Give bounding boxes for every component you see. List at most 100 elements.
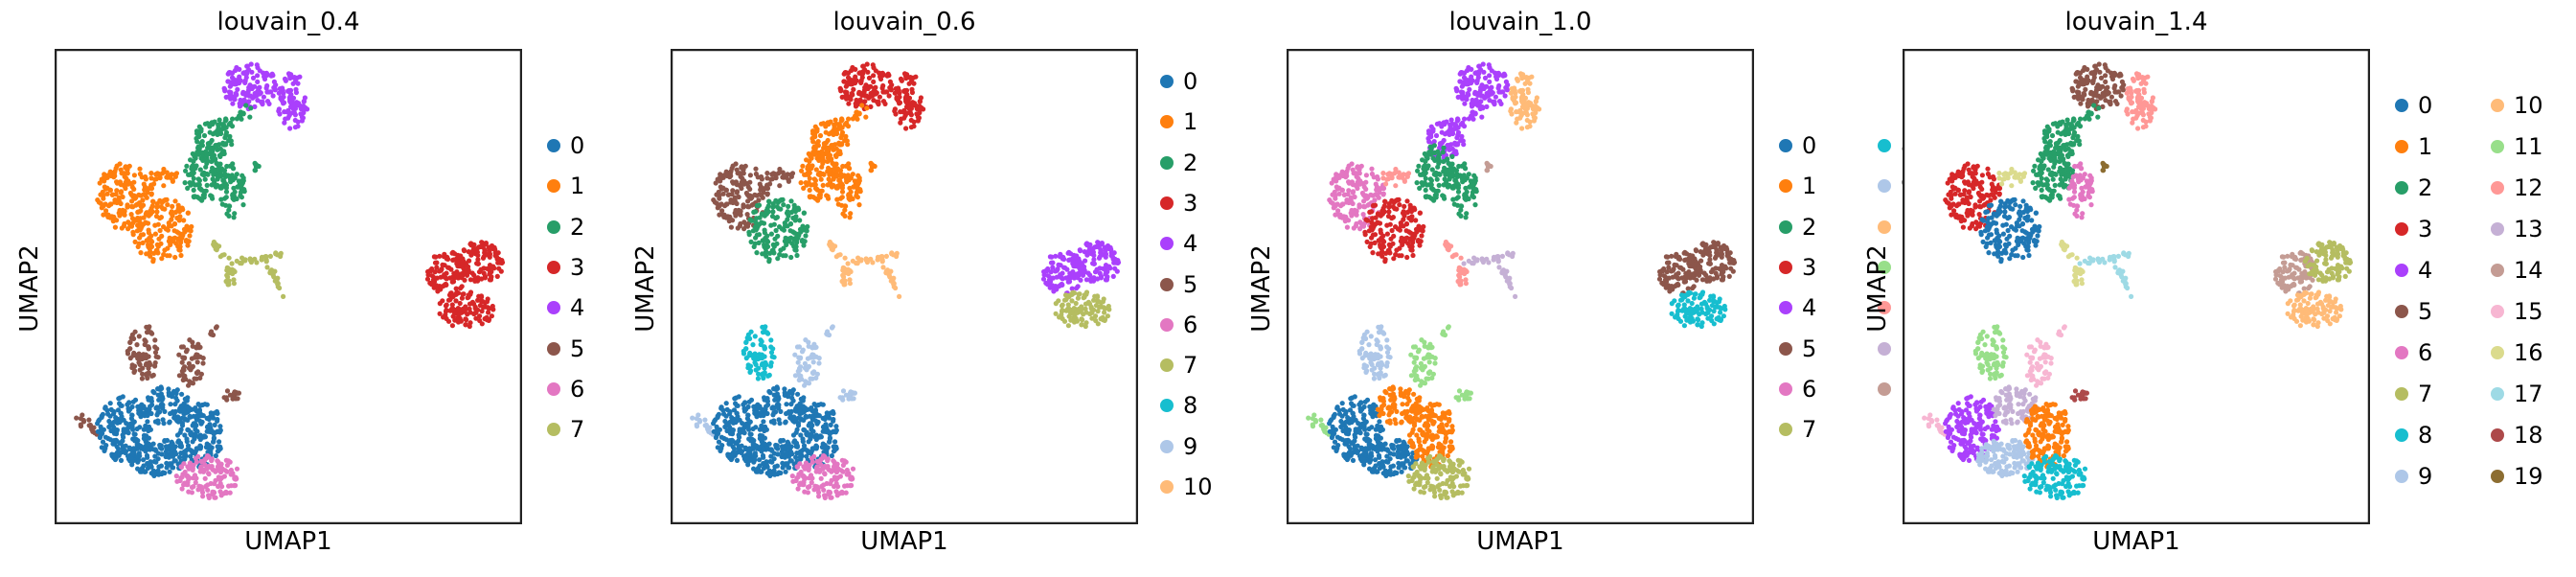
cell-point-cluster-1: [163, 226, 169, 232]
cell-point-cluster-6: [803, 465, 809, 471]
cell-point-cluster-2: [202, 176, 208, 182]
cell-point-cluster-2: [1470, 195, 1476, 200]
cell-point-cluster-0: [196, 408, 202, 414]
cell-point-cluster-9: [813, 354, 819, 359]
cell-point-cluster-1: [178, 252, 184, 259]
cell-point-cluster-1: [118, 200, 124, 207]
cell-point-cluster-0: [813, 418, 819, 424]
cell-point-cluster-6: [1369, 166, 1375, 172]
cell-point-cluster-5: [730, 218, 736, 223]
cell-point-cluster-1: [821, 172, 827, 177]
cell-point-cluster-5: [86, 417, 92, 423]
cell-point-cluster-3: [475, 297, 481, 303]
cell-point-cluster-2: [788, 209, 794, 216]
cell-point-cluster-4: [1083, 277, 1089, 283]
cell-point-cluster-2: [230, 177, 236, 183]
cell-point-cluster-1: [836, 126, 842, 131]
cell-point-cluster-8: [770, 346, 776, 352]
cell-point-cluster-3: [453, 286, 459, 291]
cell-point-cluster-0: [187, 414, 193, 420]
cell-point-cluster-3: [431, 254, 437, 260]
cell-point-cluster-5: [747, 173, 753, 178]
cell-point-cluster-3: [882, 89, 888, 95]
cell-point-cluster-6: [1360, 180, 1366, 187]
cell-point-cluster-5: [129, 332, 135, 337]
cell-point-cluster-7: [226, 255, 232, 261]
cell-point-cluster-1: [167, 253, 172, 259]
cell-point-cluster-2: [235, 184, 240, 190]
cell-point-cluster-2: [1414, 180, 1420, 186]
cell-point-cluster-5: [777, 169, 783, 174]
cell-point-cluster-10: [879, 258, 885, 264]
cell-point-cluster-1: [172, 173, 178, 179]
cell-point-cluster-3: [483, 241, 489, 246]
cell-point-cluster-0: [832, 439, 838, 445]
cell-point-cluster-1: [117, 207, 123, 214]
cell-point-cluster-1: [131, 173, 137, 178]
cell-point-cluster-0: [108, 427, 114, 434]
cell-point-cluster-5: [198, 371, 204, 377]
cell-point-cluster-10: [841, 268, 847, 274]
cell-point-cluster-4: [1090, 249, 1096, 255]
cell-point-cluster-6: [179, 474, 185, 480]
cell-point-cluster-0: [143, 423, 148, 428]
cell-point-cluster-2: [224, 211, 230, 217]
cell-point-cluster-1: [184, 238, 190, 243]
cell-point-cluster-4: [1104, 277, 1109, 283]
cell-point-cluster-7: [278, 253, 284, 260]
cell-point-cluster-1: [154, 204, 160, 210]
cell-point-cluster-4: [1061, 256, 1067, 262]
cell-point-cluster-10: [1524, 117, 1530, 124]
cell-point-cluster-6: [795, 486, 801, 492]
cell-point-cluster-4: [290, 81, 296, 86]
cell-point-cluster-1: [807, 187, 812, 193]
cell-point-cluster-0: [189, 448, 194, 453]
cell-point-cluster-1: [843, 133, 849, 139]
cell-point-cluster-0: [776, 404, 782, 410]
cell-point-cluster-4: [292, 125, 298, 130]
cell-point-cluster-2: [1463, 215, 1469, 220]
cell-point-cluster-5: [734, 182, 740, 188]
cell-point-cluster-1: [863, 114, 869, 120]
cell-point-cluster-2: [194, 150, 200, 155]
cell-point-cluster-1: [826, 176, 832, 182]
cell-point-cluster-5: [209, 329, 215, 335]
legend-marker-icon: [547, 341, 560, 356]
cell-point-cluster-2: [770, 209, 776, 215]
cell-point-cluster-0: [123, 443, 128, 449]
cell-point-cluster-1: [175, 236, 181, 242]
cell-point-cluster-5: [149, 331, 155, 336]
cell-point-cluster-2: [783, 253, 788, 259]
cell-point-cluster-5: [734, 167, 740, 173]
cell-point-cluster-5: [730, 188, 736, 194]
cell-point-cluster-1: [868, 168, 874, 173]
cell-point-cluster-3: [492, 246, 498, 252]
cell-point-cluster-2: [1472, 202, 1478, 208]
cell-point-cluster-4: [1431, 139, 1437, 145]
cell-point-cluster-10: [864, 259, 870, 265]
cell-point-cluster-0: [146, 395, 151, 401]
cell-point-cluster-10: [870, 260, 876, 265]
cell-point-cluster-0: [747, 419, 753, 425]
cell-point-cluster-1: [157, 227, 163, 234]
cell-point-cluster-0: [800, 436, 806, 442]
cell-point-cluster-1: [152, 222, 158, 228]
cell-point-cluster-1: [148, 192, 154, 197]
cell-point-cluster-5: [760, 195, 765, 200]
cell-point-cluster-2: [795, 235, 801, 241]
cell-point-cluster-0: [208, 429, 215, 435]
cell-point-cluster-10: [893, 285, 899, 291]
cell-point-cluster-3: [851, 86, 856, 92]
cell-point-cluster-1: [817, 173, 823, 178]
cell-point-cluster-6: [1346, 188, 1352, 194]
cell-point-cluster-0: [177, 454, 183, 460]
cell-point-cluster-2: [1436, 158, 1442, 165]
legend-label: 2: [570, 213, 585, 241]
cell-point-cluster-2: [223, 129, 230, 135]
cell-point-cluster-3: [441, 314, 446, 320]
cell-point-cluster-1: [121, 223, 126, 229]
cell-point-cluster-4: [232, 81, 238, 87]
cell-point-cluster-3: [478, 293, 485, 299]
cell-point-cluster-0: [810, 428, 816, 434]
cell-point-cluster-10: [888, 268, 894, 274]
